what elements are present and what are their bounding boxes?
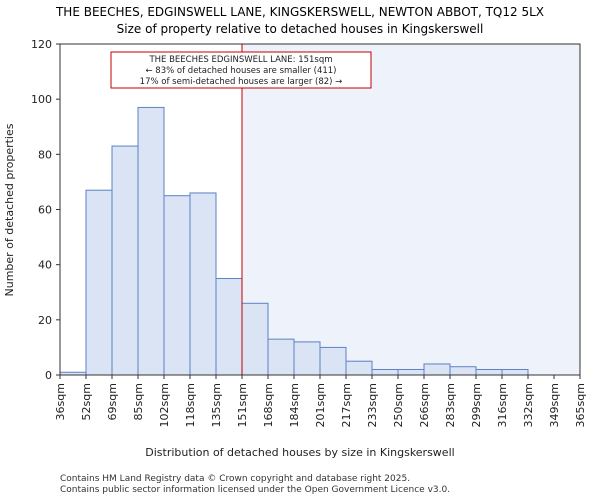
bar-266sqm bbox=[423, 363, 451, 376]
footer-line-1: Contains HM Land Registry data © Crown c… bbox=[60, 474, 411, 484]
bar-233sqm bbox=[371, 368, 399, 376]
x-tick-label: 184sqm bbox=[288, 383, 301, 427]
x-tick-label: 316sqm bbox=[496, 383, 509, 427]
x-tick-label: 283sqm bbox=[444, 383, 457, 427]
bar-283sqm bbox=[449, 366, 477, 376]
bar-52sqm bbox=[85, 189, 113, 376]
y-tick-label: 40 bbox=[38, 259, 52, 272]
bar-184sqm bbox=[293, 341, 321, 376]
chart-subtitle: Size of property relative to detached ho… bbox=[117, 22, 484, 36]
bars-group bbox=[59, 106, 529, 376]
y-tick-label: 0 bbox=[45, 369, 52, 382]
axes bbox=[56, 43, 581, 379]
x-tick-label: 365sqm bbox=[574, 383, 587, 427]
x-tick-label: 52sqm bbox=[80, 383, 93, 420]
bar-217sqm bbox=[345, 360, 373, 376]
x-tick-label: 135sqm bbox=[210, 383, 223, 427]
bar-151sqm bbox=[241, 302, 269, 376]
annotation-box: THE BEECHES EDGINSWELL LANE: 151sqm ← 83… bbox=[110, 51, 372, 89]
annotation-border bbox=[110, 51, 372, 89]
annotation-line-1: THE BEECHES EDGINSWELL LANE: 151sqm bbox=[148, 55, 332, 65]
x-tick-label: 102sqm bbox=[158, 383, 171, 427]
bar-250sqm bbox=[397, 368, 425, 376]
larger-region-highlight bbox=[242, 44, 580, 375]
bar-118sqm bbox=[189, 192, 217, 376]
x-tick-label: 36sqm bbox=[54, 383, 67, 420]
y-tick-label: 60 bbox=[38, 204, 52, 217]
y-tick-labels: 0 20 40 60 80 100 120 bbox=[31, 38, 52, 382]
x-axis-label: Distribution of detached houses by size … bbox=[145, 446, 454, 459]
x-tick-label: 168sqm bbox=[262, 383, 275, 427]
annotation-line-2: ← 83% of detached houses are smaller (41… bbox=[145, 66, 336, 76]
y-tick-label: 120 bbox=[31, 38, 52, 51]
bar-168sqm bbox=[267, 338, 295, 376]
x-tick-label: 118sqm bbox=[184, 383, 197, 427]
bar-316sqm bbox=[501, 368, 529, 376]
chart-title: THE BEECHES, EDGINSWELL LANE, KINGSKERSW… bbox=[55, 5, 544, 19]
x-tick-label: 250sqm bbox=[392, 383, 405, 427]
bar-85sqm bbox=[137, 106, 165, 376]
x-tick-label: 201sqm bbox=[314, 383, 327, 427]
bar-201sqm bbox=[319, 346, 347, 376]
x-tick-label: 69sqm bbox=[106, 383, 119, 420]
x-tick-labels: 36sqm 52sqm 69sqm 85sqm 102sqm 118sqm 135sqm 15… bbox=[54, 383, 587, 427]
y-tick-label: 20 bbox=[38, 314, 52, 327]
x-tick-label: 233sqm bbox=[366, 383, 379, 427]
annotation-line-3: 17% of semi-detached houses are larger (… bbox=[140, 77, 343, 87]
y-tick-label: 100 bbox=[31, 93, 52, 106]
x-tick-label: 266sqm bbox=[418, 383, 431, 427]
bar-102sqm bbox=[163, 195, 191, 376]
x-tick-label: 349sqm bbox=[548, 383, 561, 427]
footer-line-2: Contains public sector information licen… bbox=[60, 485, 451, 495]
x-tick-label: 299sqm bbox=[470, 383, 483, 427]
bar-299sqm bbox=[475, 368, 503, 376]
x-tick-label: 332sqm bbox=[522, 383, 535, 427]
x-tick-label: 85sqm bbox=[132, 383, 145, 420]
bar-69sqm bbox=[111, 145, 139, 376]
x-tick-label: 151sqm bbox=[236, 383, 249, 427]
y-tick-label: 80 bbox=[38, 148, 52, 161]
bar-135sqm bbox=[215, 277, 243, 376]
y-axis-label: Number of detached properties bbox=[3, 123, 16, 296]
x-tick-label: 217sqm bbox=[340, 383, 353, 427]
